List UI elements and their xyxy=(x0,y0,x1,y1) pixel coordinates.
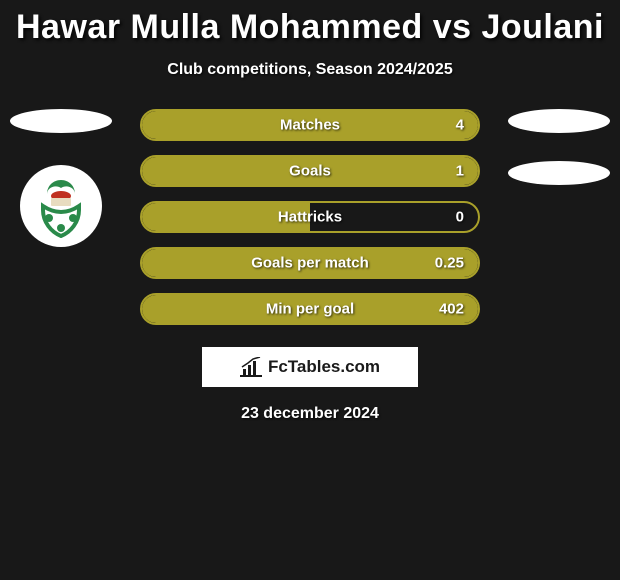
club-crest-icon xyxy=(29,174,93,238)
stat-value: 1 xyxy=(456,163,464,180)
stat-value: 0.25 xyxy=(435,255,464,272)
stat-value: 0 xyxy=(456,209,464,226)
stat-label: Matches xyxy=(142,117,478,134)
player-right-placeholder-2 xyxy=(508,161,610,185)
chart-icon xyxy=(240,357,264,377)
stat-bar: Min per goal402 xyxy=(140,293,480,325)
stat-bar: Matches4 xyxy=(140,109,480,141)
comparison-content: Matches4Goals1Hattricks0Goals per match0… xyxy=(0,109,620,423)
stat-bar: Hattricks0 xyxy=(140,201,480,233)
club-logo xyxy=(20,165,102,247)
stat-label: Hattricks xyxy=(142,209,478,226)
branding-text: FcTables.com xyxy=(268,357,380,377)
stat-label: Min per goal xyxy=(142,301,478,318)
subtitle: Club competitions, Season 2024/2025 xyxy=(0,61,620,79)
player-left-placeholder xyxy=(10,109,112,133)
date-label: 23 december 2024 xyxy=(0,405,620,423)
stat-label: Goals per match xyxy=(142,255,478,272)
player-right-placeholder-1 xyxy=(508,109,610,133)
stat-value: 4 xyxy=(456,117,464,134)
page-title: Hawar Mulla Mohammed vs Joulani xyxy=(0,0,620,47)
stat-label: Goals xyxy=(142,163,478,180)
stat-bar: Goals1 xyxy=(140,155,480,187)
stat-value: 402 xyxy=(439,301,464,318)
branding-badge: FcTables.com xyxy=(202,347,418,387)
stats-list: Matches4Goals1Hattricks0Goals per match0… xyxy=(140,109,480,325)
stat-bar: Goals per match0.25 xyxy=(140,247,480,279)
